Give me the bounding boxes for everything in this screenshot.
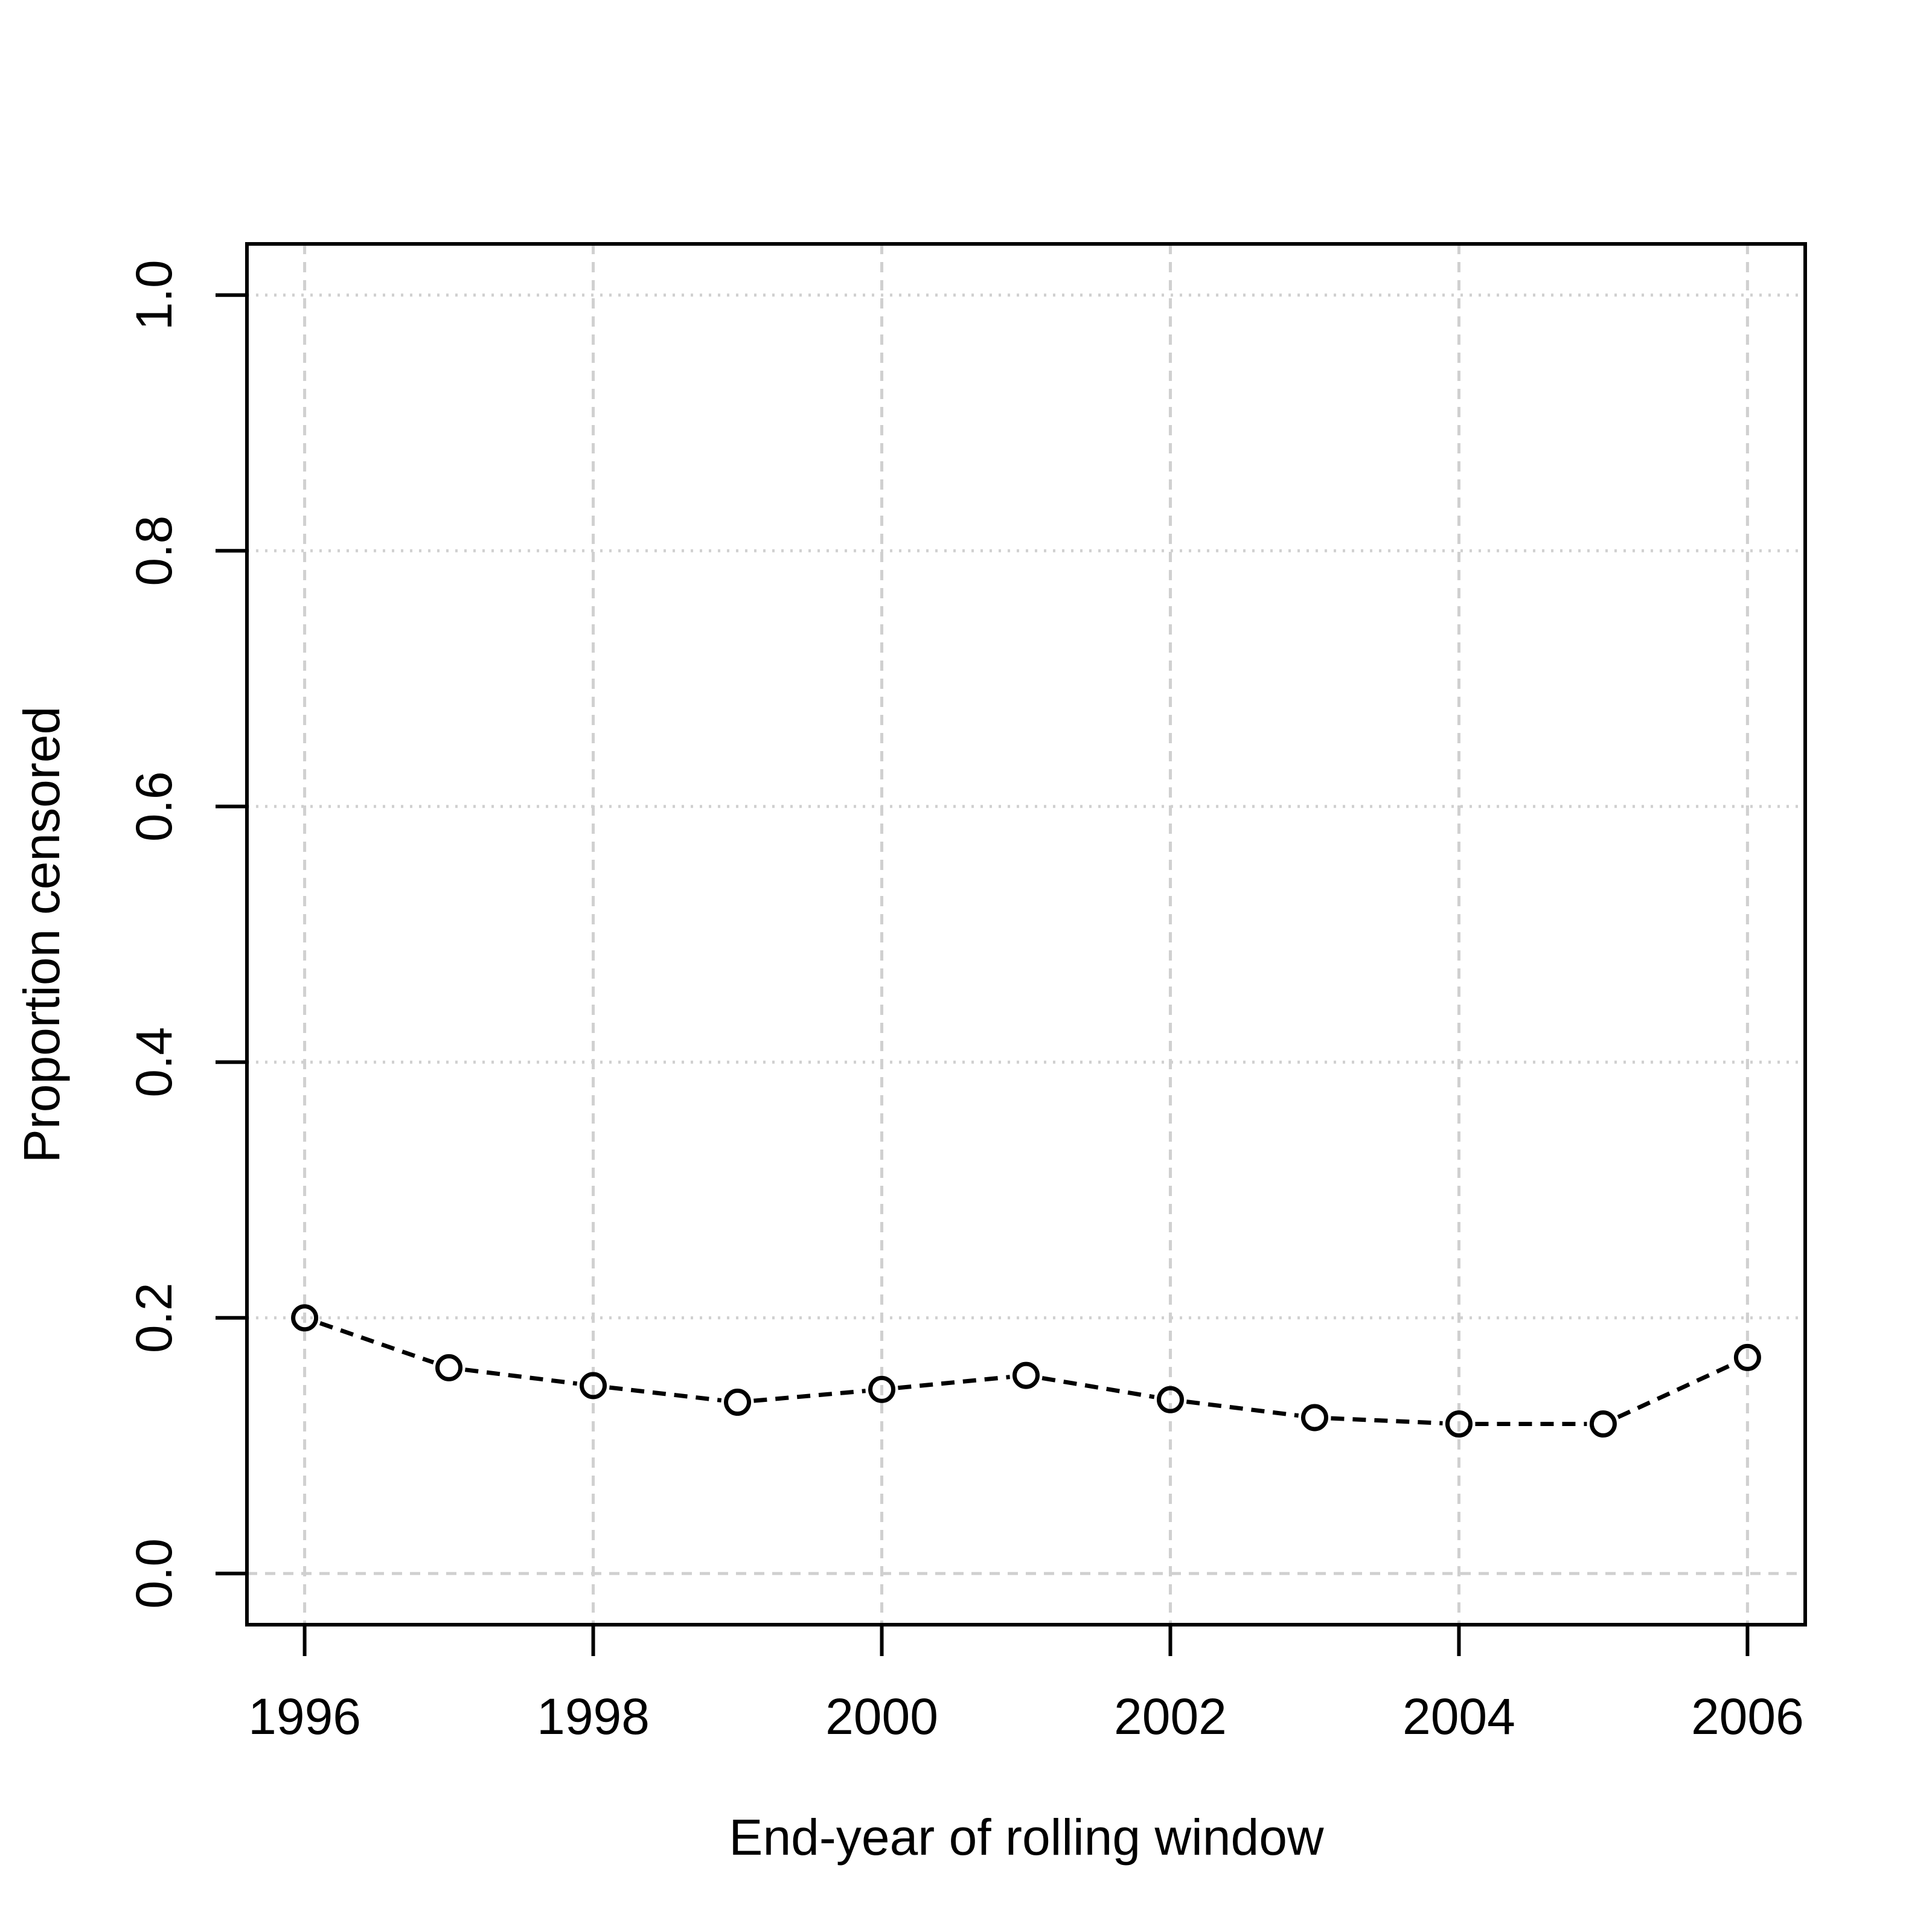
data-segment: [1331, 1416, 1443, 1425]
x-tick-label: 2006: [1691, 1688, 1804, 1745]
data-segment: [753, 1389, 866, 1403]
y-axis-title: Proportion censored: [13, 706, 70, 1163]
data-segment: [1041, 1376, 1155, 1399]
data-point: [724, 1389, 752, 1416]
data-point: [1445, 1410, 1473, 1438]
data-segment: [609, 1385, 722, 1403]
plot-border: [245, 242, 1807, 1627]
data-point: [435, 1354, 463, 1381]
y-tick-label: 0.0: [126, 1538, 182, 1609]
x-tick-label: 2002: [1114, 1688, 1227, 1745]
data-segment: [464, 1367, 578, 1386]
x-axis-title: End-year of rolling window: [729, 1809, 1323, 1866]
y-tick-label: 0.4: [126, 1027, 182, 1098]
x-tick-label: 2000: [825, 1688, 938, 1745]
y-tick-label: 0.2: [126, 1282, 182, 1353]
data-series: [291, 1304, 1761, 1438]
data-point: [1300, 1404, 1328, 1431]
axis-layer: 1996 1998 2000 2002 2004 2006 0.0 0.2 0.4 0.6 0.8 1…: [126, 242, 1807, 1745]
data-segment: [319, 1321, 435, 1364]
data-segment: [1617, 1362, 1734, 1419]
y-tick-label: 0.6: [126, 771, 182, 842]
data-point: [868, 1375, 896, 1403]
grid-layer: [247, 244, 1805, 1625]
x-tick-label: 1996: [248, 1688, 361, 1745]
data-segment: [1186, 1399, 1299, 1418]
data-point: [1012, 1361, 1040, 1389]
data-point: [1733, 1343, 1761, 1371]
y-tick-label: 0.8: [126, 516, 182, 586]
x-tick-label: 2004: [1403, 1688, 1515, 1745]
data-segment: [898, 1375, 1010, 1390]
data-point: [1156, 1386, 1184, 1413]
data-point: [291, 1304, 319, 1332]
x-tick-label: 1998: [537, 1688, 650, 1745]
data-point: [580, 1372, 607, 1399]
y-tick-label: 1.0: [126, 260, 182, 330]
data-point: [1589, 1410, 1617, 1438]
